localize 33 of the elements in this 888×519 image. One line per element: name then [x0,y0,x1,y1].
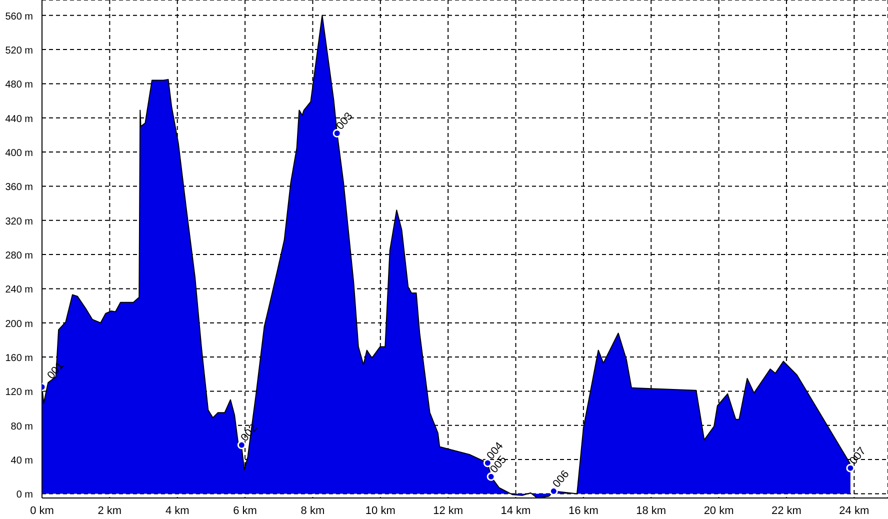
x-tick-label: 12 km [433,504,464,517]
x-tick-label: 0 km [30,504,54,517]
y-tick-label: 480 m [5,80,33,91]
y-tick-label: 80 m [10,421,33,432]
y-tick-label: 240 m [5,284,33,296]
y-tick-label: 120 m [5,387,33,398]
point [237,440,246,450]
x-tick-label: 4 km [165,504,190,517]
y-tick-label: 0 m [16,490,33,501]
annotation: 006 [550,468,572,490]
y-tick-label: 40 m [10,456,33,467]
x-tick-label: 14 km [500,504,531,517]
y-tick-label: 200 m [5,318,33,330]
x-tick-label: 24 km [839,504,870,517]
y-tick-label: 360 m [5,182,33,194]
y-tick-label: 280 m [5,250,33,262]
point [846,464,855,472]
x-tick-label: 22 km [771,504,802,517]
x-tick-label: 16 km [568,504,598,517]
x-tick-label: 8 km [300,504,325,517]
y-tick-label: 320 m [5,216,33,228]
x-tick-label: 18 km [636,504,666,517]
y-tick-label: 400 m [5,148,33,160]
annotation: 003 [334,110,356,132]
annotation: 001 [45,360,66,382]
x-tick-label: 2 km [98,504,122,517]
y-tick-label: 560 m [5,11,33,22]
y-tick-label: 520 m [5,46,33,57]
x-tick-label: 10 km [365,504,396,517]
y-tick-label: 440 m [5,114,33,125]
x-tick-label: 6 km [233,504,257,517]
x-tick-label: 20 km [704,504,734,517]
y-tick-label: 160 m [5,353,33,364]
